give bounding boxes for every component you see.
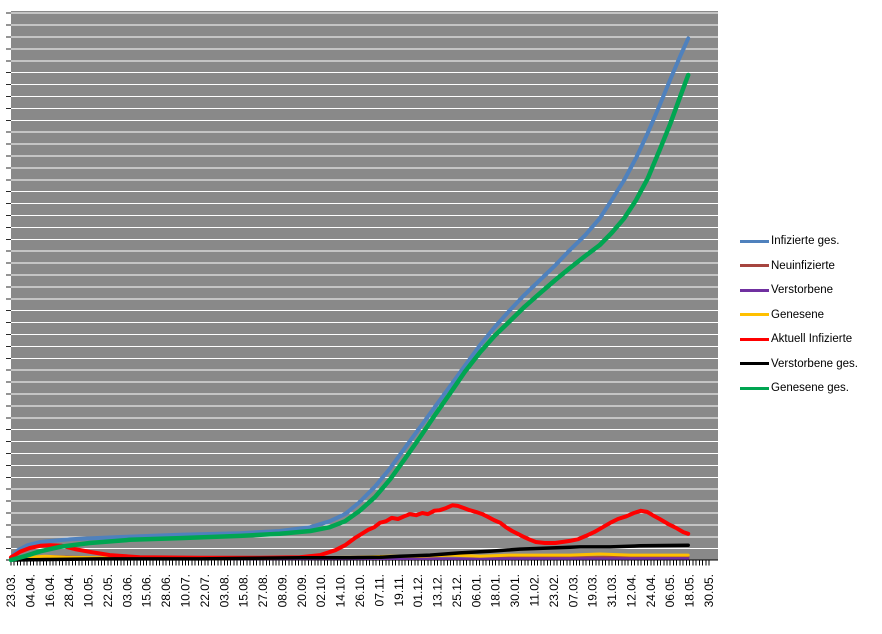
x-axis-label: 23.03. bbox=[4, 574, 18, 607]
x-axis-label: 28.04. bbox=[62, 574, 76, 607]
legend-swatch-infizierte-ges bbox=[740, 239, 769, 243]
x-axis-label: 15.08. bbox=[237, 574, 251, 607]
x-axis-label: 31.03. bbox=[605, 574, 619, 607]
legend-item-aktuell-infizierte: Aktuell Infizierte bbox=[740, 327, 858, 352]
legend-label-verstorbene: Verstorbene bbox=[771, 284, 834, 297]
x-axis-label: 14.10. bbox=[334, 574, 348, 607]
x-axis-label: 13.12. bbox=[431, 574, 445, 607]
legend-swatch-aktuell-infizierte bbox=[740, 337, 769, 341]
x-axis-label: 20.09. bbox=[295, 574, 309, 607]
x-axis-label: 07.11. bbox=[372, 574, 386, 606]
x-axis-label: 18.01. bbox=[489, 574, 503, 607]
legend-label-neuinfizierte: Neuinfizierte bbox=[771, 259, 835, 272]
plot-area bbox=[11, 11, 718, 560]
chart-legend: Infizierte ges. Neuinfizierte Verstorben… bbox=[740, 229, 858, 401]
legend-item-neuinfizierte: Neuinfizierte bbox=[740, 254, 858, 279]
series-line-infizierte-ges- bbox=[9, 36, 691, 560]
x-axis-label: 06.05. bbox=[663, 574, 677, 607]
x-axis-label: 02.10. bbox=[314, 574, 328, 607]
legend-swatch-verstorbene bbox=[740, 288, 769, 292]
legend-swatch-genesene-ges bbox=[740, 386, 769, 390]
x-axis-label: 11.02. bbox=[528, 574, 542, 606]
legend-item-infizierte-ges: Infizierte ges. bbox=[740, 229, 858, 254]
x-axis-label: 06.01. bbox=[469, 574, 483, 607]
series-line-genesene-ges- bbox=[8, 72, 691, 563]
x-axis-label: 22.07. bbox=[198, 574, 212, 607]
legend-label-genesene: Genesene bbox=[771, 308, 825, 321]
legend-label-infizierte-ges: Infizierte ges. bbox=[771, 235, 840, 248]
legend-item-genesene-ges: Genesene ges. bbox=[740, 376, 858, 401]
legend-item-genesene: Genesene bbox=[740, 303, 858, 328]
x-axis-label: 01.12. bbox=[411, 574, 425, 607]
x-axis-label: 26.10. bbox=[353, 574, 367, 607]
x-axis-label: 03.08. bbox=[217, 574, 231, 607]
legend-item-verstorbene-ges: Verstorbene ges. bbox=[740, 352, 858, 377]
x-axis-label: 16.04. bbox=[43, 574, 57, 607]
legend-label-genesene-ges: Genesene ges. bbox=[771, 382, 850, 395]
x-axis-label: 25.12. bbox=[450, 574, 464, 607]
x-axis-label: 22.05. bbox=[101, 574, 115, 607]
legend-swatch-neuinfizierte bbox=[740, 264, 769, 268]
legend-label-aktuell-infizierte: Aktuell Infizierte bbox=[771, 333, 853, 346]
legend-swatch-genesene bbox=[740, 313, 769, 317]
x-axis-label: 18.05. bbox=[683, 574, 697, 607]
legend-item-verstorbene: Verstorbene bbox=[740, 278, 858, 303]
x-axis-label: 10.05. bbox=[82, 574, 96, 607]
x-axis-label: 08.09. bbox=[275, 574, 289, 607]
x-axis-label: 27.08. bbox=[256, 574, 270, 607]
x-axis-label: 04.04. bbox=[23, 574, 37, 607]
x-axis-label: 30.05. bbox=[702, 574, 716, 607]
series-line-verstorbene-ges- bbox=[9, 543, 690, 562]
x-axis-label: 23.02. bbox=[547, 574, 561, 607]
x-axis-label: 12.04. bbox=[624, 574, 638, 607]
x-axis-label: 15.06. bbox=[140, 574, 154, 607]
x-axis-label: 19.11. bbox=[392, 574, 406, 606]
x-axis-label: 10.07. bbox=[179, 574, 193, 607]
legend-swatch-verstorbene-ges bbox=[740, 362, 769, 366]
x-axis-label: 28.06. bbox=[159, 574, 173, 607]
x-axis-label: 03.06. bbox=[120, 574, 134, 607]
x-axis-label: 19.03. bbox=[586, 574, 600, 607]
x-axis-label: 24.04. bbox=[644, 574, 658, 607]
x-axis-label: 07.03. bbox=[566, 574, 580, 607]
legend-label-verstorbene-ges: Verstorbene ges. bbox=[771, 357, 858, 370]
x-axis-label: 30.01. bbox=[508, 574, 522, 607]
